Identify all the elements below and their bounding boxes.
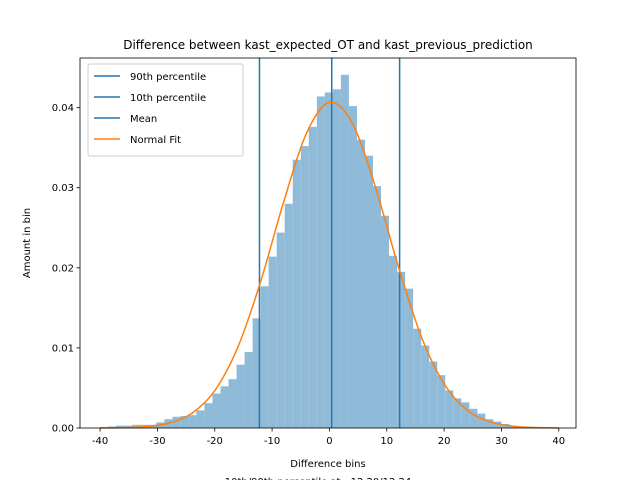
fit-line <box>100 101 559 429</box>
histogram-bar <box>397 271 406 428</box>
histogram-bar <box>244 351 253 428</box>
y-tick-label: 0.03 <box>52 183 74 194</box>
histogram-bar <box>332 89 341 428</box>
histogram-bar <box>453 398 462 428</box>
x-tick-label: 0 <box>326 436 332 447</box>
histogram-bar <box>501 423 510 428</box>
y-tick-label: 0.02 <box>52 263 74 274</box>
legend-box <box>87 63 244 157</box>
legend-label: 10th percentile <box>130 93 206 104</box>
x-tick-label: -30 <box>149 436 165 447</box>
histogram-bar <box>437 375 446 428</box>
chart-title: Difference between kast_expected_OT and … <box>123 38 533 52</box>
histogram-bar <box>180 415 189 428</box>
histogram-bar <box>469 408 478 428</box>
histogram-bar <box>485 419 494 428</box>
histogram-bar <box>196 410 205 428</box>
histogram-bar <box>132 424 141 428</box>
legend-label: Normal Fit <box>130 135 181 146</box>
x-tick-label: 30 <box>495 436 508 447</box>
histogram-bar <box>405 288 414 428</box>
histogram-bar <box>477 413 486 428</box>
histogram-bar <box>308 126 317 429</box>
footnote: 10th/90th percentile at: -12.20/12.24 <box>225 477 412 480</box>
histogram-bar <box>172 416 181 428</box>
histogram-bar <box>188 415 197 428</box>
histogram-bar <box>364 155 374 428</box>
histogram-bar <box>445 390 454 428</box>
y-tick-label: 0.01 <box>52 343 74 354</box>
histogram-bar <box>421 345 430 428</box>
histogram-bar <box>413 328 422 428</box>
legend-label: 90th percentile <box>130 72 206 83</box>
histogram-bar <box>268 256 277 428</box>
histogram-bar <box>493 421 502 428</box>
x-tick-label: 10 <box>380 436 393 447</box>
x-axis-label: Difference bins <box>290 459 365 470</box>
histogram-bar <box>236 364 245 428</box>
x-tick-label: -10 <box>264 436 280 447</box>
axes-frame <box>79 57 577 429</box>
x-tick-label: -20 <box>207 436 223 447</box>
legend-label: Mean <box>130 114 157 125</box>
histogram-bar <box>252 318 261 428</box>
histogram-bar <box>212 393 221 428</box>
x-tick-label: -40 <box>92 436 108 447</box>
histogram-bar <box>228 379 237 428</box>
histogram-bar <box>116 425 125 428</box>
histogram-bar <box>300 146 309 428</box>
legend: 90th percentile 10th percentile Mean Normal… <box>87 63 244 157</box>
histogram-bar <box>381 215 390 428</box>
histogram-bar <box>204 403 213 428</box>
histogram-bar <box>389 255 398 428</box>
x-tick-label: 20 <box>438 436 451 447</box>
y-tick-label: 0.00 <box>52 424 74 435</box>
histogram-bar <box>316 96 325 428</box>
histogram-bar <box>340 74 349 429</box>
histogram-bar <box>292 159 301 428</box>
histogram-bar <box>348 106 357 429</box>
histogram-bar <box>284 203 293 428</box>
histogram-bar <box>461 402 470 428</box>
histogram-bar <box>276 232 285 428</box>
histogram-bar <box>260 286 269 428</box>
histogram-bar <box>220 386 229 428</box>
histogram-bar <box>324 92 333 429</box>
histogram-bar <box>356 139 365 429</box>
x-tick-label: 40 <box>552 436 565 447</box>
y-tick-label: 0.04 <box>52 103 74 114</box>
y-axis-label: Amount in bin <box>22 208 33 278</box>
histogram-bar <box>373 186 382 428</box>
histogram-bar <box>429 361 438 428</box>
